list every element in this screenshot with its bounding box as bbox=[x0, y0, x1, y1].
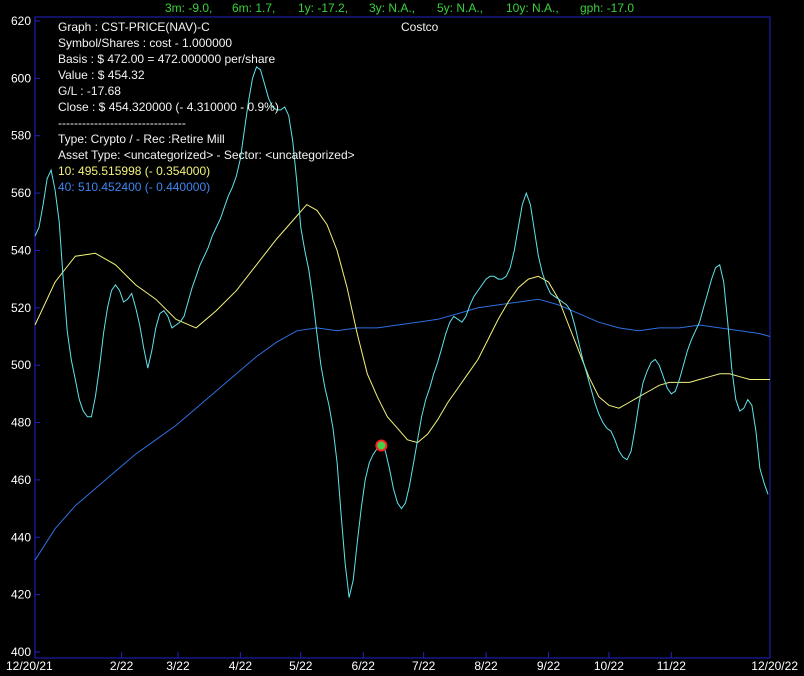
stat-1y: 1y: -17.2, bbox=[298, 1, 349, 15]
x-axis: 12/20/21 2/22 3/22 4/22 5/22 6/22 7/22 8/22 9/22… bbox=[6, 652, 798, 673]
y-tick-label: 600 bbox=[11, 71, 31, 85]
stat-5y: 5y: N.A., bbox=[437, 1, 484, 15]
performance-summary: 3m: -9.0, 6m: 1.7, 1y: -17.2, 3y: N.A., … bbox=[0, 0, 804, 17]
x-tick-label: 7/22 bbox=[412, 659, 436, 673]
symbol-shares: Symbol/Shares : cost - 1.000000 bbox=[58, 36, 233, 50]
x-tick-label: 4/22 bbox=[229, 659, 253, 673]
y-tick-label: 500 bbox=[11, 358, 31, 372]
x-tick-label: 5/22 bbox=[289, 659, 313, 673]
y-tick-label: 460 bbox=[11, 473, 31, 487]
y-tick-label: 540 bbox=[11, 243, 31, 257]
y-tick-label: 420 bbox=[11, 588, 31, 602]
value-line: Value : $ 454.32 bbox=[58, 68, 145, 82]
stat-gph: gph: -17.0 bbox=[580, 1, 635, 15]
stat-10y: 10y: N.A., bbox=[506, 1, 559, 15]
y-tick-label: 400 bbox=[11, 645, 31, 659]
y-tick-label: 580 bbox=[11, 129, 31, 143]
stat-6m: 6m: 1.7, bbox=[232, 1, 276, 15]
y-tick-label: 480 bbox=[11, 416, 31, 430]
ma10-legend: 10: 495.515998 (- 0.354000) bbox=[58, 164, 211, 178]
x-tick-label: 8/22 bbox=[474, 659, 498, 673]
x-tick-label: 11/22 bbox=[657, 659, 686, 673]
separator-line: -------------------------------- bbox=[58, 116, 186, 130]
price-line bbox=[34, 66, 769, 598]
type-line: Type: Crypto / - Rec :Retire Mill bbox=[58, 132, 225, 146]
y-tick-label: 560 bbox=[11, 186, 31, 200]
stat-3m: 3m: -9.0, bbox=[165, 1, 213, 15]
ma40-legend: 40: 510.452400 (- 0.440000) bbox=[58, 180, 211, 194]
y-tick-label: 440 bbox=[11, 530, 31, 544]
y-axis: 400 420 440 460 480 500 520 540 560 580 600 620 bbox=[11, 14, 40, 659]
ma40-line bbox=[34, 298, 771, 561]
basis-marker[interactable] bbox=[375, 439, 388, 452]
plot-frame bbox=[34, 16, 771, 659]
asset-type-line: Asset Type: <uncategorized> - Sector: <u… bbox=[58, 148, 355, 162]
x-tick-label: 10/22 bbox=[594, 659, 624, 673]
stat-3y: 3y: N.A., bbox=[369, 1, 416, 15]
basis-line: Basis : $ 472.00 = 472.000000 per/share bbox=[58, 52, 276, 66]
x-tick-label: 9/22 bbox=[537, 659, 561, 673]
graph-label: Graph : CST-PRICE(NAV)-C bbox=[58, 20, 210, 34]
x-tick-label: 3/22 bbox=[166, 659, 190, 673]
company-name: Costco bbox=[401, 20, 439, 34]
x-tick-label: 12/20/21 bbox=[6, 659, 53, 673]
x-tick-label: 6/22 bbox=[352, 659, 376, 673]
gain-loss-line: G/L : -17.68 bbox=[58, 84, 121, 98]
x-tick-label: 2/22 bbox=[110, 659, 134, 673]
ma10-line bbox=[34, 203, 770, 444]
y-tick-label: 520 bbox=[11, 301, 31, 315]
x-tick-label: 12/20/22 bbox=[751, 659, 798, 673]
close-line: Close : $ 454.320000 (- 4.310000 - 0.9%) bbox=[58, 100, 279, 114]
y-tick-label: 620 bbox=[11, 14, 31, 28]
